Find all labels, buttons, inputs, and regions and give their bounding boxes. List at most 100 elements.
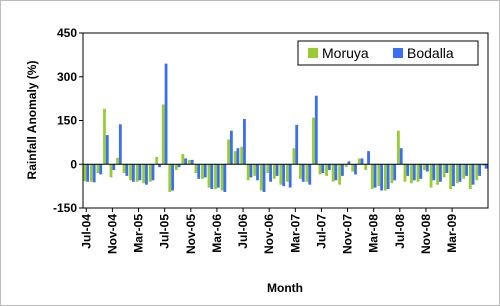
bar <box>262 164 266 192</box>
bar <box>259 164 263 191</box>
bar <box>86 164 90 182</box>
bar <box>347 161 351 165</box>
bar <box>282 164 286 187</box>
bar <box>364 164 368 171</box>
bar <box>410 164 413 184</box>
bar <box>184 158 188 165</box>
legend-swatch <box>393 48 403 58</box>
y-tick-label: -150 <box>53 201 77 215</box>
bar <box>174 164 178 171</box>
bar <box>367 151 370 165</box>
bar <box>442 164 446 178</box>
bar <box>312 117 315 165</box>
bar <box>190 159 194 165</box>
x-tick-label: Jul-05 <box>158 214 172 249</box>
bar <box>318 164 322 175</box>
bar <box>412 164 416 181</box>
x-tick-label: Nov-04 <box>105 214 119 254</box>
y-tick-label: 150 <box>57 114 77 128</box>
bar <box>253 164 257 176</box>
y-tick-label: 450 <box>57 26 77 40</box>
bar <box>142 164 146 184</box>
bar <box>138 164 142 181</box>
bar <box>468 164 472 190</box>
legend-label: Bodalla <box>407 45 454 61</box>
x-tick-label: Nov-05 <box>184 214 198 254</box>
bar <box>452 164 455 187</box>
bar <box>327 164 331 171</box>
bar <box>397 130 400 165</box>
bar <box>177 164 181 168</box>
bar <box>216 164 220 188</box>
bar <box>243 119 246 165</box>
x-tick-label: Mar-05 <box>132 214 146 253</box>
bar <box>233 151 237 165</box>
bar <box>288 164 292 188</box>
bar <box>285 164 289 182</box>
bar <box>436 164 440 185</box>
bar <box>155 156 159 165</box>
bar <box>449 164 453 190</box>
bar <box>429 164 433 188</box>
bar <box>432 164 436 181</box>
bar <box>109 164 113 178</box>
bar <box>475 164 479 181</box>
bar <box>266 164 270 173</box>
bar <box>341 164 344 176</box>
bar <box>360 158 364 165</box>
bar <box>240 146 244 165</box>
bar <box>96 164 100 173</box>
bar <box>135 164 139 182</box>
bar <box>168 164 172 192</box>
bar <box>314 95 318 165</box>
bar <box>220 164 224 191</box>
bar <box>203 164 207 178</box>
x-axis-title: Month <box>267 281 303 295</box>
bar <box>481 164 485 166</box>
bar <box>299 164 302 179</box>
x-tick-label: Mar-07 <box>288 214 302 253</box>
bar <box>83 164 87 182</box>
bar <box>344 164 348 168</box>
bar <box>301 164 305 182</box>
bar <box>370 164 374 190</box>
bar <box>478 164 482 176</box>
bar <box>99 164 103 175</box>
bar <box>455 164 459 184</box>
bar <box>383 164 387 191</box>
bar <box>145 164 148 185</box>
bar <box>158 164 161 168</box>
bar <box>351 164 355 172</box>
bar <box>334 164 338 181</box>
bar <box>236 148 240 165</box>
bar <box>129 164 132 181</box>
x-tick-label: Jul-08 <box>393 214 407 249</box>
bar <box>305 164 309 182</box>
bar <box>462 164 466 179</box>
bar <box>295 124 299 165</box>
bar <box>390 164 394 184</box>
y-axis-title: Rainfall Anomaly (%) <box>25 61 39 180</box>
bar <box>223 164 227 192</box>
bar <box>380 164 384 191</box>
bar <box>161 104 165 165</box>
bar <box>89 164 93 182</box>
x-tick-label: Nov-08 <box>419 214 433 254</box>
x-tick-label: Jul-07 <box>314 214 328 249</box>
bar <box>373 164 377 188</box>
bar <box>269 164 272 182</box>
bar <box>214 164 217 190</box>
bar <box>118 124 122 165</box>
bar <box>279 164 283 185</box>
bar <box>458 164 462 182</box>
bar <box>148 164 152 182</box>
bar <box>292 148 296 165</box>
bar <box>377 164 381 187</box>
bar <box>321 164 325 173</box>
bar <box>403 164 407 182</box>
bar <box>249 164 253 178</box>
y-tick-label: 300 <box>57 70 77 84</box>
bar <box>357 158 361 165</box>
bar <box>331 164 335 182</box>
